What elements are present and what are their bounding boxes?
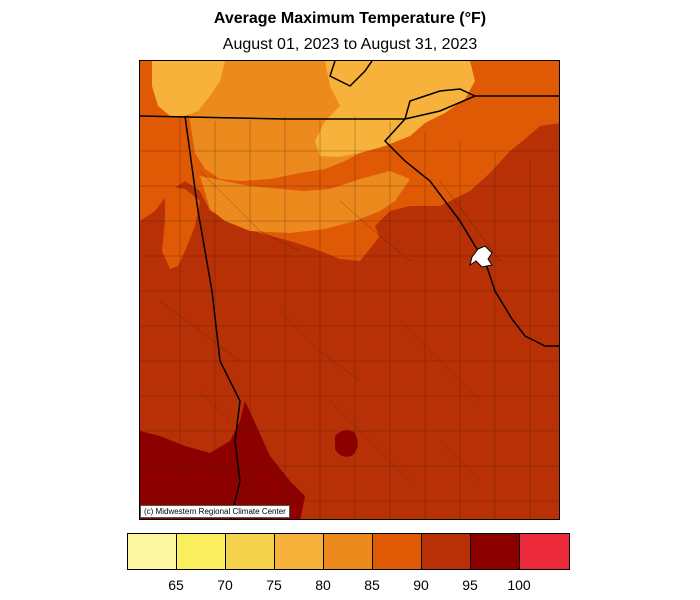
legend-swatch: [177, 534, 226, 569]
legend-swatch: [471, 534, 520, 569]
zone-85-90-b: [200, 171, 410, 233]
legend-tick-label: 75: [266, 577, 282, 593]
zone-90-95-west: [162, 186, 200, 269]
legend-tick-label: 65: [168, 577, 184, 593]
legend-tick-label: 70: [217, 577, 233, 593]
legend-swatch: [373, 534, 422, 569]
credit-label: (c) Midwestern Regional Climate Center: [140, 505, 290, 518]
legend-swatch: [275, 534, 324, 569]
zone-100-plus: [140, 401, 305, 519]
state-borders: [140, 61, 559, 519]
legend-tick-label: 100: [507, 577, 531, 593]
legend-swatch: [422, 534, 471, 569]
legend-swatch: [128, 534, 177, 569]
legend-swatch: [324, 534, 373, 569]
temperature-map: [139, 60, 560, 520]
map-subtitle: August 01, 2023 to August 31, 2023: [222, 36, 478, 53]
legend-tick-label: 90: [413, 577, 429, 593]
legend-tick-label: 85: [364, 577, 380, 593]
legend-tick-label: 80: [315, 577, 331, 593]
zone-95-100-northeast: [375, 123, 559, 239]
color-legend: [127, 533, 570, 570]
zone-80-85-nw: [152, 61, 225, 116]
legend-swatch: [226, 534, 275, 569]
legend-labels: 65 70 75 80 85 90 95 100: [0, 577, 700, 595]
zone-100-plus-spot: [335, 430, 358, 457]
legend-tick-label: 95: [462, 577, 478, 593]
temperature-map-svg: [140, 61, 559, 519]
map-title: Average Maximum Temperature (°F): [213, 10, 487, 27]
legend-swatch: [520, 534, 569, 569]
lake-augusta: [469, 245, 493, 268]
